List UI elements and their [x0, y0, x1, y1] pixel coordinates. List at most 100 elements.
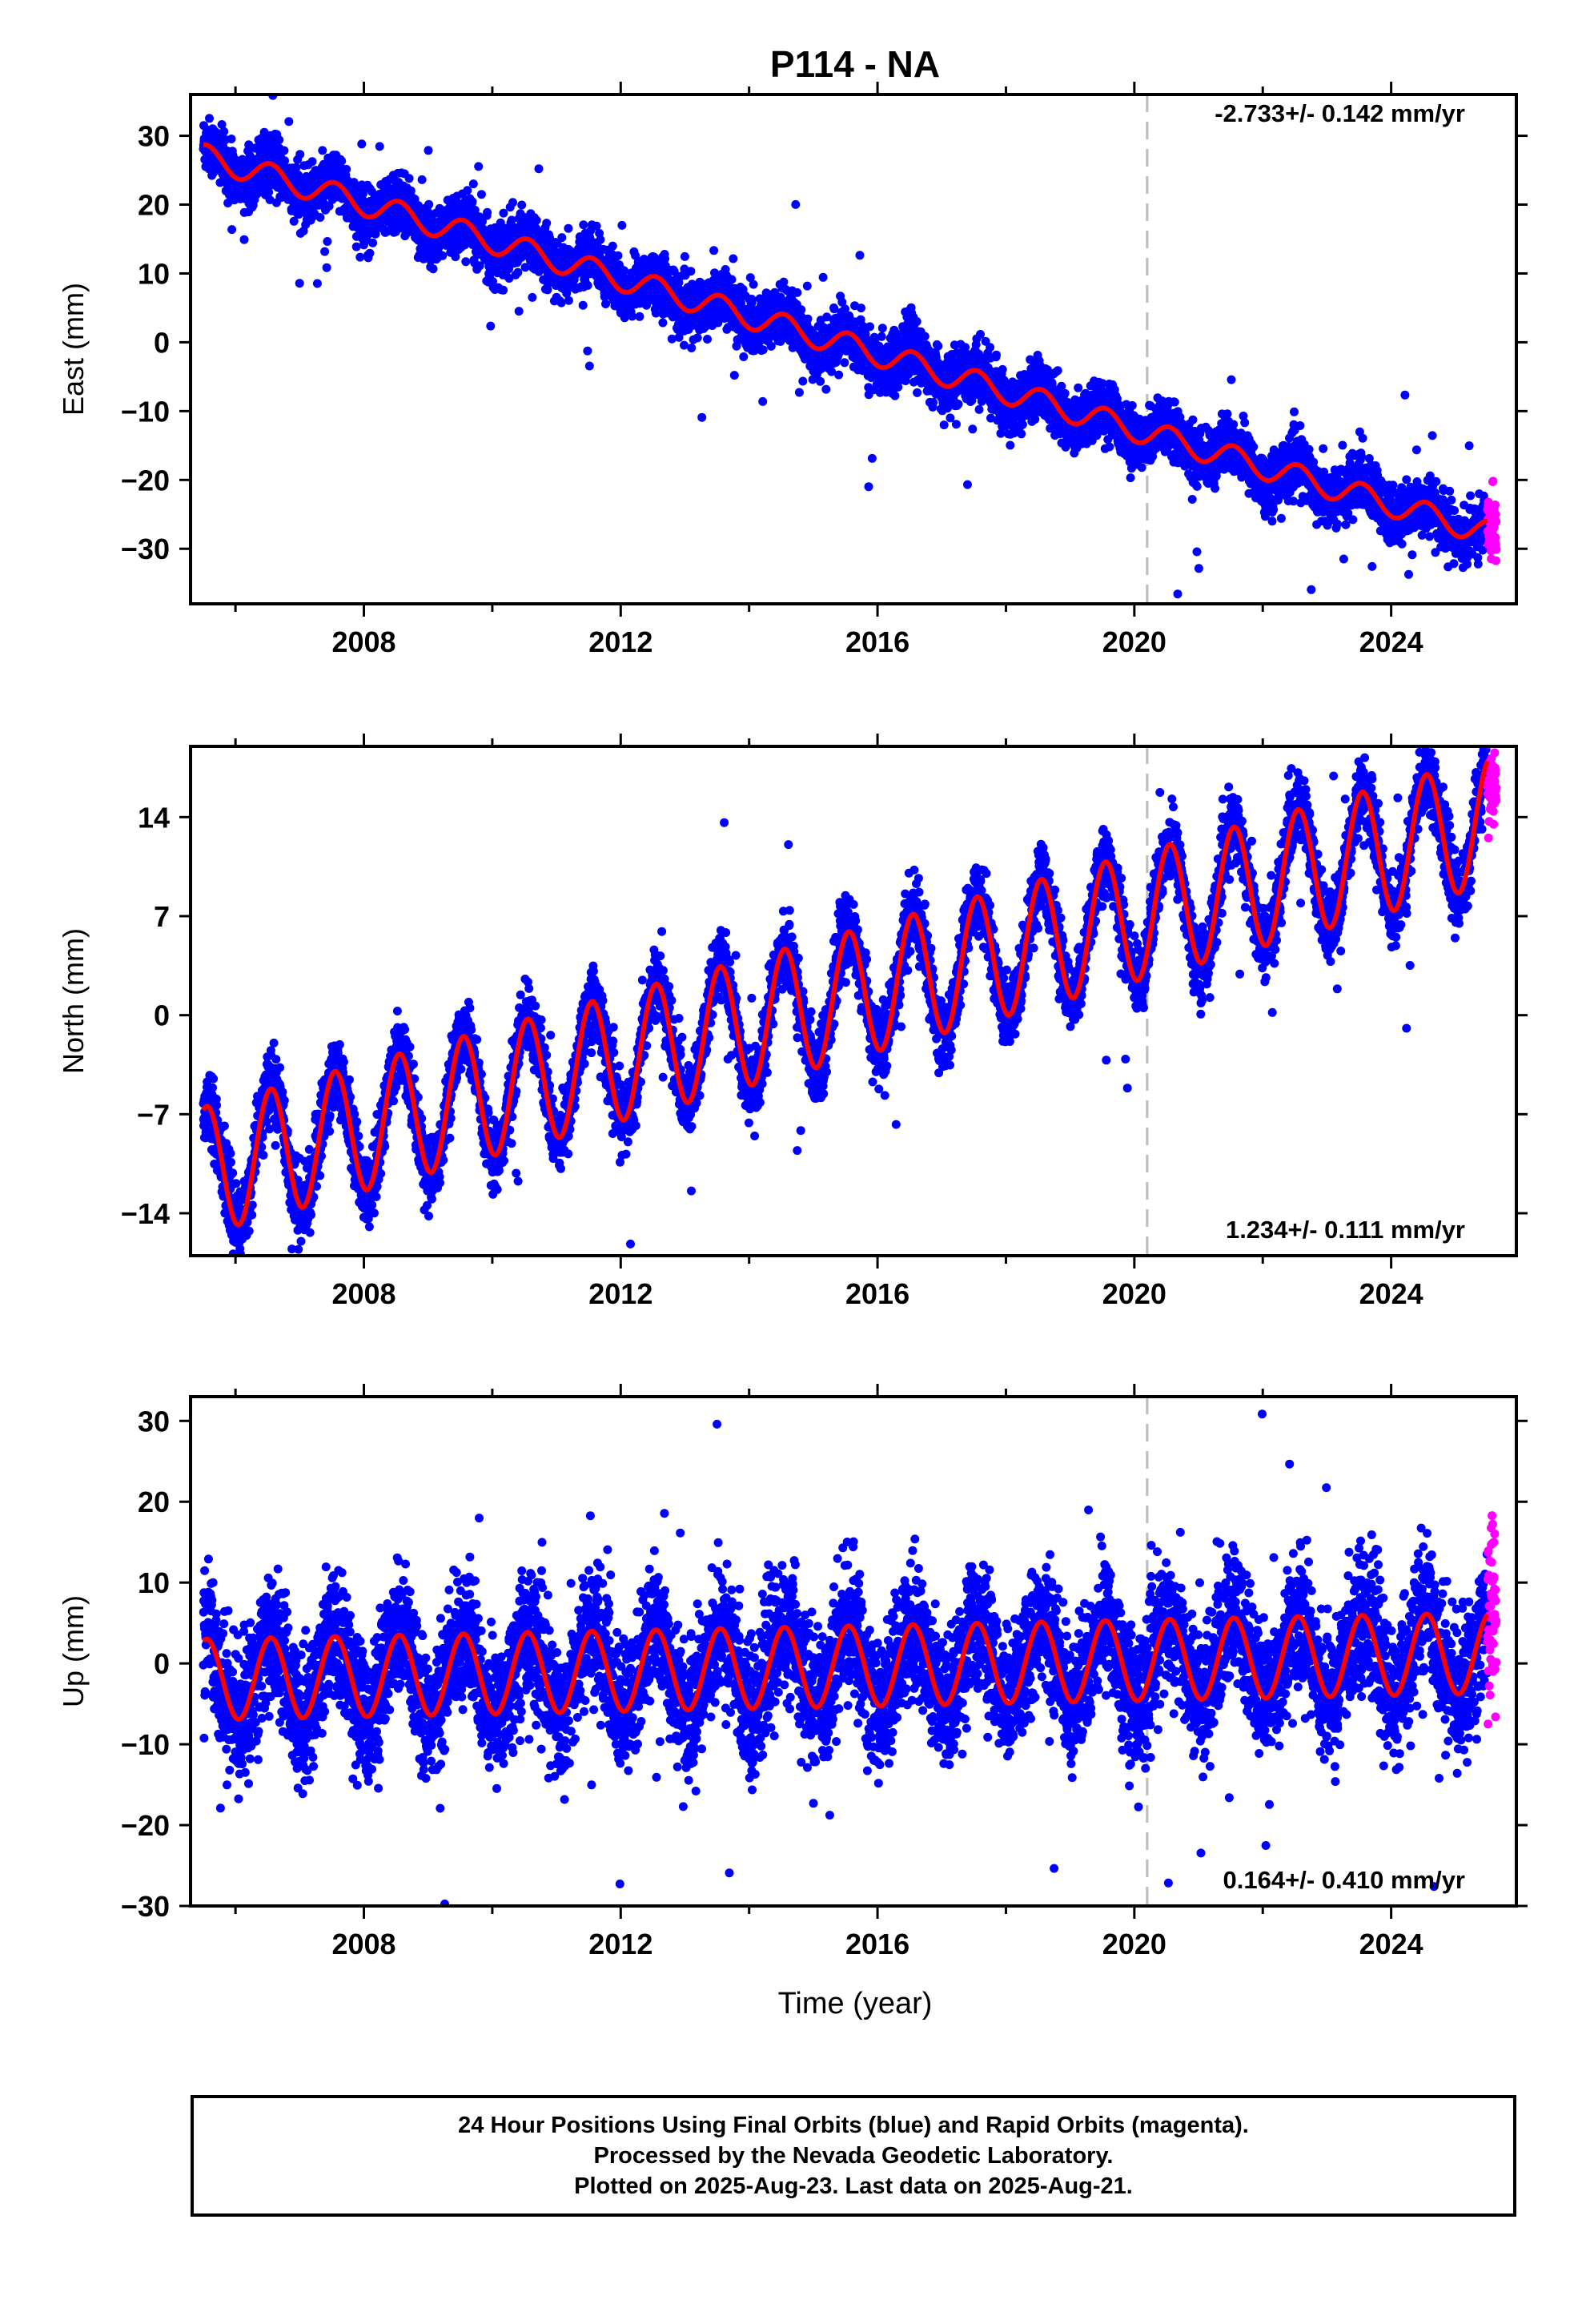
data-point: [680, 251, 689, 261]
data-point: [351, 242, 361, 251]
data-point: [318, 146, 327, 155]
data-point: [579, 220, 588, 230]
data-point: [912, 317, 921, 326]
data-point: [284, 117, 294, 127]
data-point: [877, 324, 887, 333]
data-point: [658, 318, 668, 328]
data-point: [368, 238, 378, 247]
data-point: [280, 156, 289, 166]
data-point: [532, 215, 541, 225]
data-point: [564, 296, 573, 305]
data-point: [406, 186, 416, 195]
data-point: [1018, 420, 1027, 429]
data-point: [483, 207, 492, 217]
data-point: [976, 330, 985, 339]
data-point: [1060, 388, 1070, 398]
data-point: [758, 345, 768, 355]
data-point: [992, 350, 1001, 360]
data-point: [438, 251, 448, 260]
east-panel: 2008 2012 2016 2020 2024−30−20−100102030East…: [57, 82, 1528, 658]
data-point: [557, 233, 567, 243]
data-point: [855, 251, 865, 260]
data-point: [617, 220, 627, 230]
data-point: [279, 146, 289, 155]
data-point: [315, 213, 325, 222]
data-point: [534, 164, 544, 174]
data-point: [840, 358, 849, 368]
data-point: [476, 190, 486, 199]
data-point: [703, 335, 712, 344]
data-point: [791, 199, 801, 209]
data-point: [818, 272, 828, 282]
data-point: [584, 361, 594, 371]
data-point: [556, 298, 566, 308]
data-point: [934, 341, 943, 351]
data-point: [893, 382, 903, 392]
data-point: [499, 285, 508, 295]
data-point: [802, 281, 812, 291]
data-point: [867, 453, 877, 463]
data-point: [520, 263, 530, 272]
data-point: [517, 200, 527, 210]
data-point: [747, 298, 757, 308]
data-point: [264, 187, 274, 197]
data-point: [312, 279, 322, 288]
data-point: [217, 120, 227, 129]
data-point: [709, 246, 719, 255]
data-point: [424, 146, 433, 155]
data-point: [239, 235, 249, 244]
data-point: [1061, 442, 1070, 452]
data-point: [834, 370, 844, 380]
data-point: [219, 127, 229, 136]
data-point: [857, 304, 865, 313]
data-point: [528, 292, 537, 302]
data-point: [613, 251, 623, 260]
data-point: [295, 279, 304, 288]
data-point: [564, 223, 573, 233]
data-point: [205, 114, 214, 123]
data-point: [227, 135, 236, 143]
data-point: [890, 391, 900, 400]
data-point: [320, 247, 330, 256]
data-point: [468, 197, 477, 207]
data-point: [620, 266, 629, 275]
data-point: [1074, 383, 1083, 392]
data-point: [601, 300, 610, 308]
data-point: [697, 412, 707, 422]
data-point: [794, 388, 804, 397]
data-point: [1006, 440, 1015, 450]
data-point: [1017, 429, 1026, 439]
data-point: [635, 312, 644, 321]
data-point: [920, 332, 930, 341]
plot-area: [199, 94, 1501, 604]
data-point: [307, 157, 317, 167]
data-point: [758, 396, 768, 406]
data-point: [864, 482, 873, 492]
data-point: [583, 346, 592, 356]
data-point: [227, 225, 237, 235]
data-point: [365, 248, 375, 258]
data-point: [954, 400, 963, 409]
data-point: [816, 376, 825, 386]
data-point: [986, 343, 995, 352]
data-point: [404, 174, 414, 183]
data-point: [451, 252, 460, 262]
data-point: [939, 420, 949, 430]
data-point: [355, 252, 365, 262]
data-point: [779, 277, 789, 287]
data-point: [513, 267, 523, 277]
data-point: [424, 199, 434, 209]
data-point: [803, 314, 813, 324]
data-point: [687, 344, 697, 352]
data-point: [877, 332, 886, 341]
data-point: [729, 371, 739, 380]
data-point: [1053, 366, 1062, 376]
data-point: [508, 198, 517, 207]
data-point: [417, 175, 427, 184]
data-point: [1030, 415, 1040, 424]
data-point: [428, 264, 438, 274]
data-point: [265, 195, 275, 204]
data-point: [974, 404, 984, 414]
data-point: [968, 424, 978, 434]
